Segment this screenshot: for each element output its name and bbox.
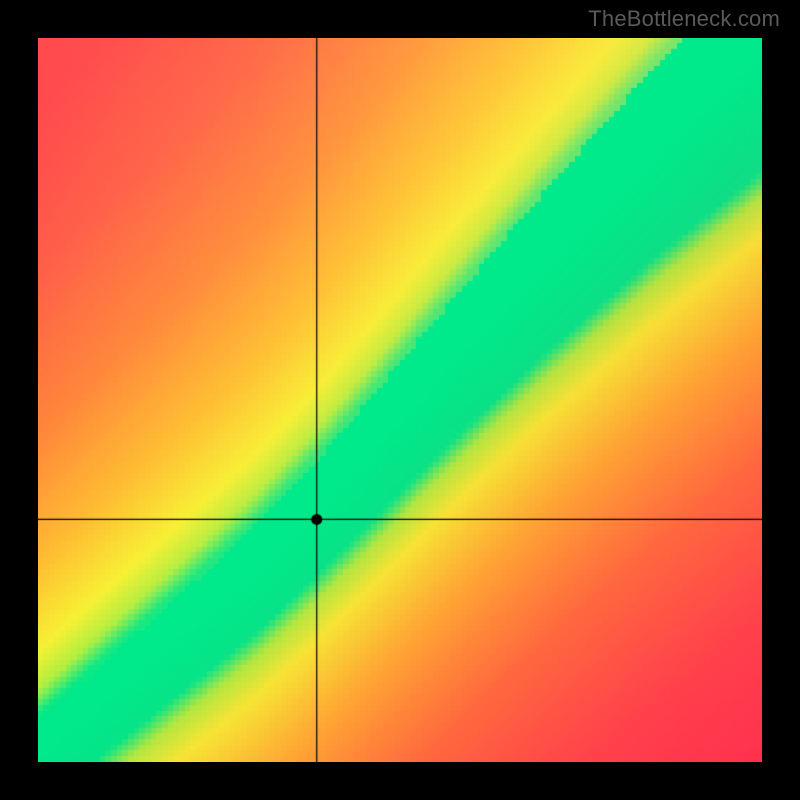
watermark-text: TheBottleneck.com [588,6,780,32]
chart-container: TheBottleneck.com [0,0,800,800]
bottleneck-heatmap [38,38,762,762]
